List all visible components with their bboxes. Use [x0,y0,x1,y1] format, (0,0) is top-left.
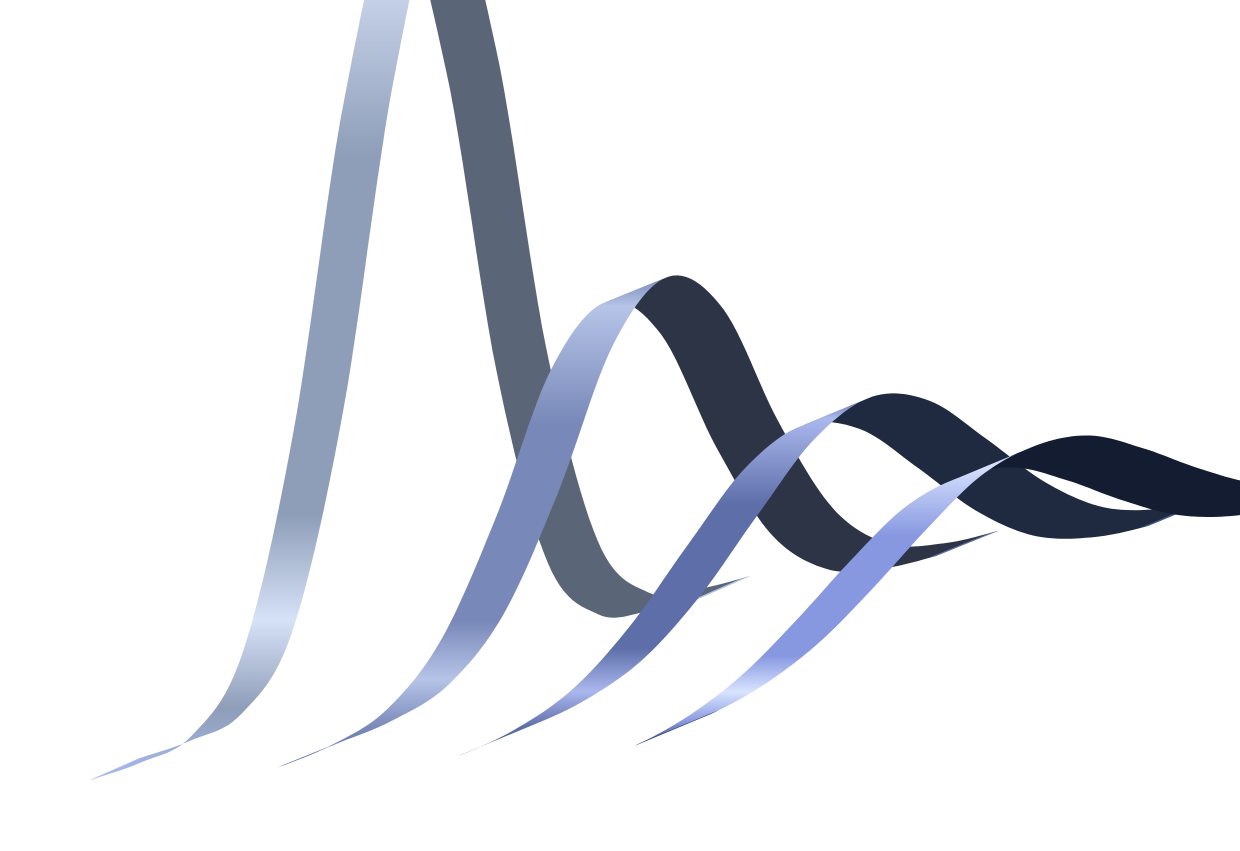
ribbon-1-tail [691,576,750,601]
ribbon-2-back-face [606,275,999,572]
ribbon-3-head [458,723,537,756]
ribbon-series-group [90,0,1240,780]
ribbon-2-front-face [276,276,669,768]
ribbon-1-back-face [430,0,750,618]
ribbon-series-2 [276,275,999,768]
ribbon-4-head [634,709,720,746]
ribbon-series-4 [634,435,1240,746]
ribbon-1-head [90,755,149,780]
ribbon-4-front-face [634,445,1036,746]
ribbon-series-1 [90,0,750,780]
ribbon-2-tail [926,530,999,559]
ribbon-3-front-face [458,396,872,756]
ribbon-4-back-face [959,435,1240,517]
ribbon-1-front-face [90,0,410,780]
ribbon-2-head [276,739,348,768]
